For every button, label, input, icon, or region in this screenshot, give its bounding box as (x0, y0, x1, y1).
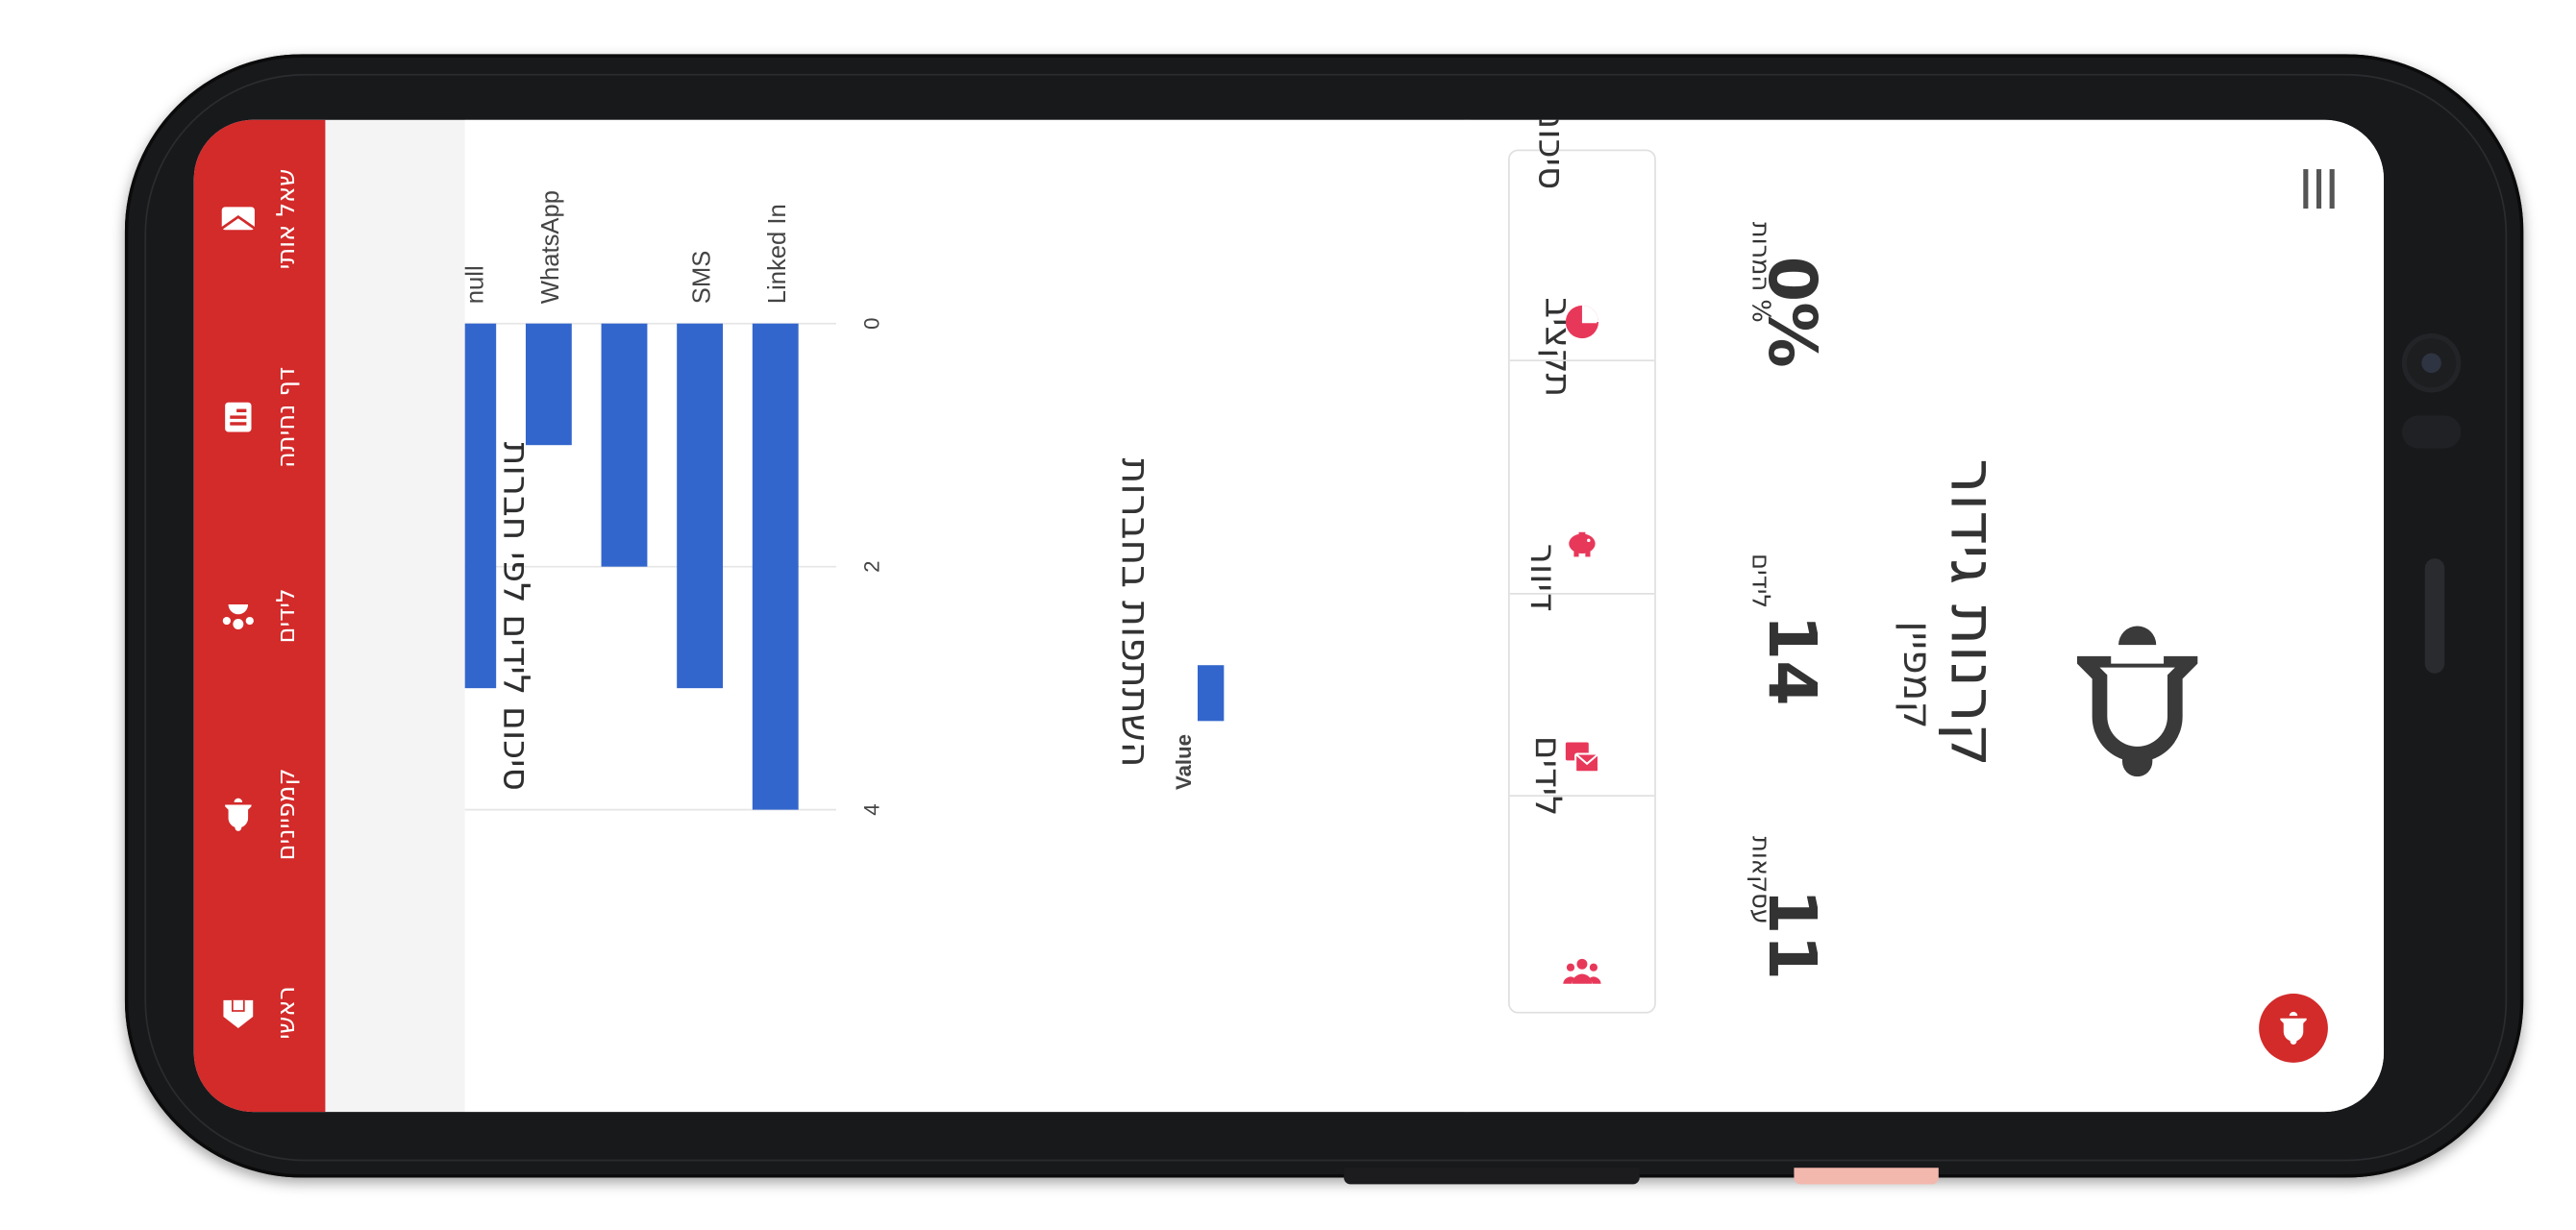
chart-card: השתתפות בחברות 0 2 4 Linked In SMS WhatsApp nu… (464, 119, 1471, 1113)
bell-icon (2280, 1011, 2307, 1046)
campaign-tabs: לידים דיוור (1508, 120, 1656, 1014)
users-icon (222, 604, 254, 629)
nav-item-page[interactable]: דף נחיתה (194, 318, 326, 516)
nav-item-mail[interactable]: שאל אותי (194, 120, 326, 318)
phone-side-button (1344, 1168, 1640, 1185)
tick-label: 4 (859, 803, 883, 815)
nav-item-label: דף נחיתה (271, 367, 301, 468)
bar (601, 323, 648, 567)
bar (677, 323, 724, 689)
next-section-title: סיכום לידים לפי חברות (494, 441, 536, 791)
pie-chart-icon (1565, 305, 1599, 339)
app-screen: קרנות גידור קמפיין 11 עסקאות 14 לידים 0%… (193, 119, 2385, 1113)
nav-item-bell[interactable]: קמפיינים (194, 715, 326, 913)
tab-mailing[interactable]: דיוור (1510, 544, 1654, 797)
legend-swatch (1197, 665, 1225, 722)
tick-label: 2 (859, 560, 883, 572)
campaign-fab-button[interactable] (2259, 994, 2328, 1063)
campaign-bell-icon (2076, 626, 2198, 777)
nav-item-users[interactable]: לידים (194, 517, 326, 715)
front-camera (2401, 332, 2462, 393)
stat-leads-label: לידים (1746, 553, 1776, 609)
mail-icon (220, 208, 256, 232)
phone-speaker (2424, 558, 2445, 674)
tab-budget[interactable]: תקציב (1510, 298, 1654, 595)
nav-item-label: לידים (271, 588, 301, 644)
bottom-navigation: ראשי קמפיינים לידים דף נחיתה שאל אותי (193, 119, 326, 1113)
category-label: WhatsApp (537, 190, 564, 304)
users-icon (1563, 958, 1601, 984)
tick-label: 0 (859, 318, 883, 330)
legend-label: Value (1172, 734, 1196, 790)
campaign-title: קרנות גידור (1937, 458, 2010, 767)
phone-side-button-accent (1794, 1168, 1939, 1185)
tab-leads[interactable]: לידים (1510, 736, 1654, 1012)
nav-item-label: שאל אותי (271, 168, 301, 270)
stat-deals-label: עסקאות (1746, 835, 1776, 924)
category-label: Linked In (764, 204, 791, 304)
bar (525, 323, 572, 446)
rotated-viewport: קרנות גידור קמפיין 11 עסקאות 14 לידים 0%… (193, 119, 2385, 1113)
tab-summary-label: סיכום (1528, 119, 1571, 191)
page-icon (225, 403, 252, 432)
tab-summary[interactable]: סיכום (1510, 120, 1654, 361)
phone-sensor (2401, 415, 2462, 449)
mail-stack-icon (1565, 742, 1600, 774)
home-icon (223, 999, 254, 1028)
nav-item-home[interactable]: ראשי (194, 914, 326, 1112)
stat-conversion-label: המרות % (1746, 221, 1776, 323)
bar (752, 323, 799, 810)
campaign-subtitle: קמפיין (1894, 621, 1941, 729)
nav-item-label: ראשי (271, 986, 301, 1040)
bell-icon (225, 798, 252, 831)
hamburger-menu-icon[interactable] (2291, 162, 2344, 215)
piggy-bank-icon (1569, 531, 1596, 557)
campaign-card: קרנות גידור קמפיין 11 עסקאות 14 לידים 0%… (1463, 119, 2385, 1113)
category-label: SMS (688, 251, 715, 305)
bar (464, 323, 497, 689)
nav-item-label: קמפיינים (271, 768, 301, 861)
category-label: null (465, 265, 489, 304)
